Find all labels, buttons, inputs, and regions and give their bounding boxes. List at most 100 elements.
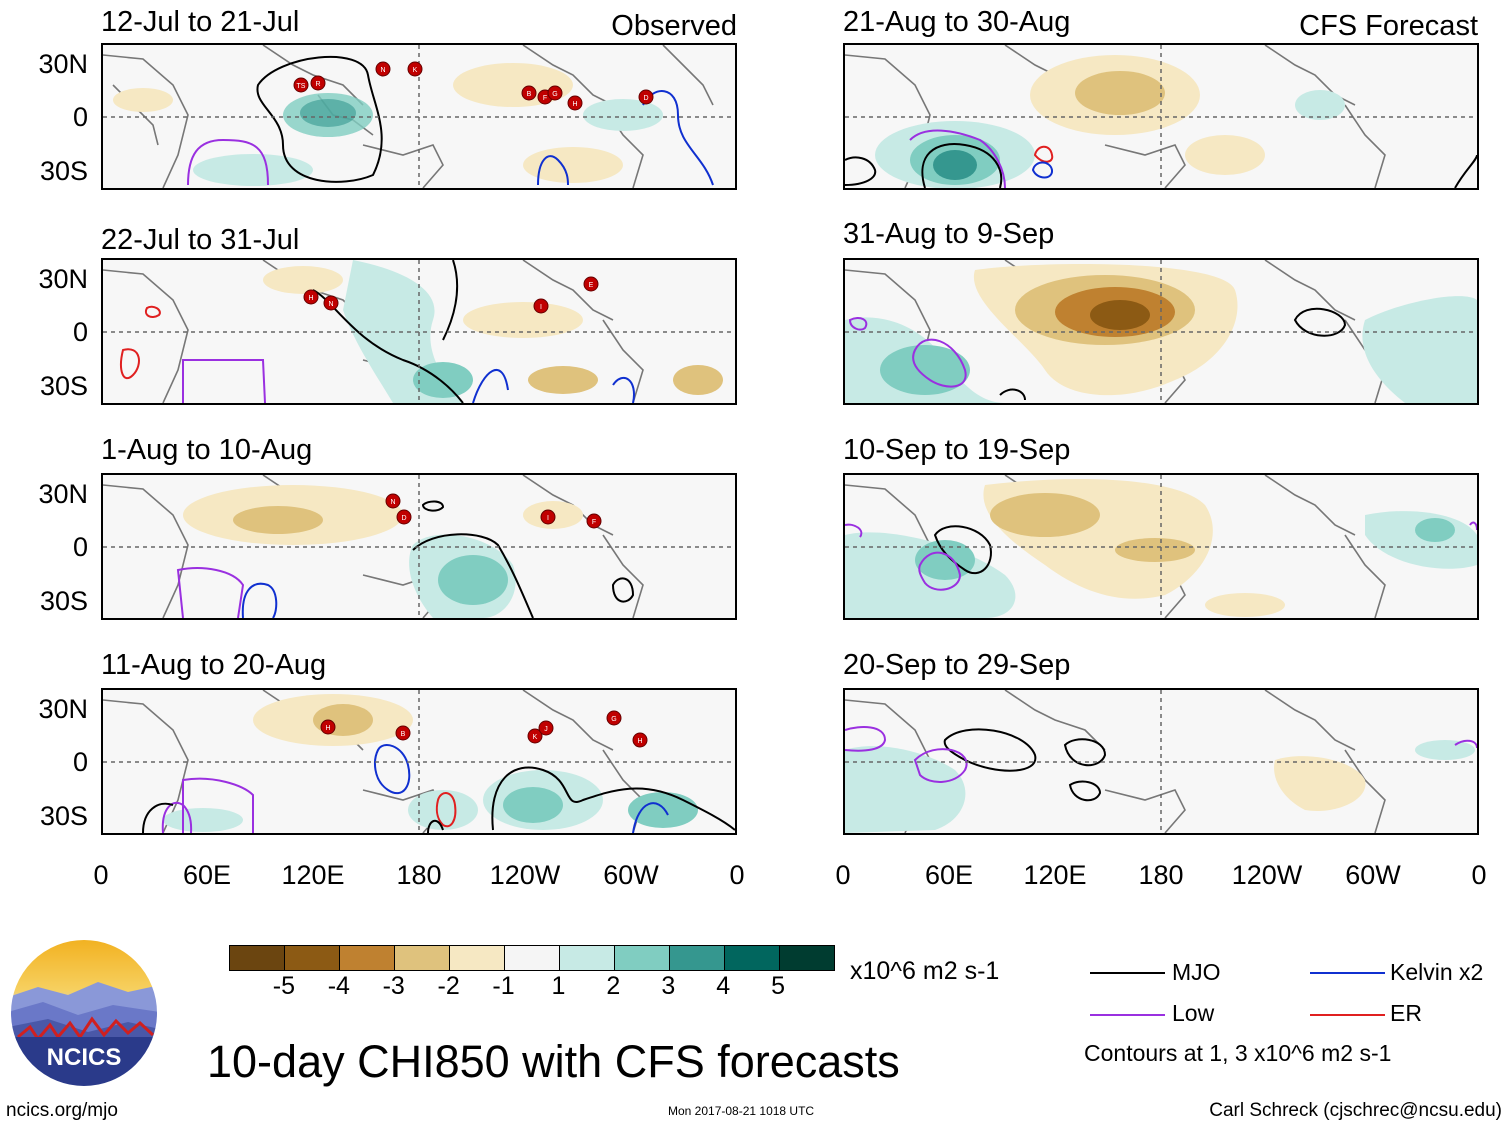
lon-label: 0 bbox=[93, 860, 109, 890]
lat-label: 30S bbox=[39, 156, 88, 186]
svg-text:N: N bbox=[380, 67, 385, 74]
map-panel-forecast-3 bbox=[843, 473, 1479, 620]
storm-marker: H bbox=[567, 95, 583, 111]
legend-label-low: Low bbox=[1172, 1000, 1215, 1026]
lat-label: 30N bbox=[38, 49, 88, 79]
storm-marker: H bbox=[303, 289, 319, 305]
storm-marker: G bbox=[606, 710, 622, 726]
lat-label: 30S bbox=[39, 371, 88, 401]
storm-marker: N bbox=[385, 493, 401, 509]
svg-text:E: E bbox=[589, 282, 594, 289]
svg-text:R: R bbox=[315, 81, 320, 88]
lat-label: 0 bbox=[72, 317, 88, 347]
storm-marker: R bbox=[310, 75, 326, 91]
panel-tag-cfs-forecast: CFS Forecast bbox=[1299, 10, 1478, 42]
svg-text:I: I bbox=[547, 515, 549, 522]
colorbar-swatch bbox=[670, 946, 725, 970]
lat-label: 0 bbox=[72, 747, 88, 777]
svg-text:TS: TS bbox=[297, 83, 306, 90]
colorbar-tick: -2 bbox=[437, 972, 460, 1000]
svg-text:F: F bbox=[592, 519, 596, 526]
svg-text:H: H bbox=[572, 101, 577, 108]
lat-label: 0 bbox=[72, 532, 88, 562]
ncics-logo[interactable]: NCICS bbox=[8, 937, 160, 1089]
svg-text:G: G bbox=[552, 91, 557, 98]
figure-title: 10-day CHI850 with CFS forecasts bbox=[207, 1036, 900, 1087]
svg-text:D: D bbox=[401, 515, 406, 522]
lon-label: 0 bbox=[1471, 860, 1487, 890]
legend-note: Contours at 1, 3 x10^6 m2 s-1 bbox=[1084, 1040, 1392, 1066]
panel-title-3: 1-Aug to 10-Aug bbox=[101, 434, 313, 466]
lon-label: 0 bbox=[835, 860, 851, 890]
storm-marker: G bbox=[547, 85, 563, 101]
svg-text:N: N bbox=[328, 301, 333, 308]
colorbar-swatch bbox=[505, 946, 560, 970]
lon-label: 60W bbox=[1345, 860, 1401, 890]
lon-label: 120W bbox=[489, 860, 561, 890]
lat-label: 30S bbox=[39, 801, 88, 831]
legend-line-low bbox=[1090, 1014, 1165, 1016]
panel-title-6: 31-Aug to 9-Sep bbox=[843, 218, 1055, 250]
svg-text:H: H bbox=[325, 725, 330, 732]
storm-marker: N bbox=[323, 295, 339, 311]
legend-line-er bbox=[1310, 1014, 1385, 1016]
legend-line-mjo bbox=[1090, 972, 1165, 974]
map-panel-observed-1: TS R N K B F G H D bbox=[101, 43, 737, 190]
colorbar-swatch bbox=[560, 946, 615, 970]
colorbar-tick: 2 bbox=[606, 972, 621, 1000]
colorbar-tick: 5 bbox=[771, 972, 786, 1000]
svg-text:J: J bbox=[544, 726, 548, 733]
svg-text:N: N bbox=[390, 499, 395, 506]
colorbar-units: x10^6 m2 s-1 bbox=[850, 957, 1000, 985]
colorbar-swatch bbox=[615, 946, 670, 970]
storm-marker: H bbox=[320, 719, 336, 735]
svg-text:K: K bbox=[413, 67, 418, 74]
panel-title-8: 20-Sep to 29-Sep bbox=[843, 649, 1071, 681]
colorbar-tick: 4 bbox=[716, 972, 731, 1000]
storm-marker: TS bbox=[293, 77, 309, 93]
legend-label-er: ER bbox=[1390, 1000, 1422, 1026]
storm-marker: K bbox=[407, 61, 423, 77]
lon-label: 120E bbox=[281, 860, 345, 890]
storm-marker: N bbox=[375, 61, 391, 77]
colorbar-swatch bbox=[725, 946, 780, 970]
lat-label: 30N bbox=[38, 264, 88, 294]
panel-title-5: 21-Aug to 30-Aug bbox=[843, 6, 1071, 38]
lon-label: 0 bbox=[729, 860, 745, 890]
lon-label: 180 bbox=[1138, 860, 1184, 890]
storm-marker: B bbox=[521, 85, 537, 101]
colorbar-tick: 3 bbox=[661, 972, 676, 1000]
panel-tag-observed: Observed bbox=[611, 10, 737, 42]
legend-label-mjo: MJO bbox=[1172, 959, 1221, 985]
storm-marker: H bbox=[632, 732, 648, 748]
map-panel-observed-3: N D I F bbox=[101, 473, 737, 620]
map-panel-forecast-4 bbox=[843, 688, 1479, 835]
panel-title-7: 10-Sep to 19-Sep bbox=[843, 434, 1071, 466]
colorbar-tick: -4 bbox=[327, 972, 350, 1000]
lon-label: 60W bbox=[603, 860, 659, 890]
colorbar-tick: -5 bbox=[272, 972, 296, 1000]
lon-label: 120W bbox=[1231, 860, 1303, 890]
panel-title-2: 22-Jul to 31-Jul bbox=[101, 224, 300, 256]
lon-label: 180 bbox=[396, 860, 442, 890]
colorbar-swatch bbox=[780, 946, 834, 970]
svg-text:H: H bbox=[637, 738, 642, 745]
lat-label: 30S bbox=[39, 586, 88, 616]
storm-marker: B bbox=[395, 725, 411, 741]
footer-timestamp: Mon 2017-08-21 1018 UTC bbox=[668, 1104, 815, 1118]
colorbar bbox=[229, 945, 835, 971]
map-panel-observed-2: H N I E bbox=[101, 258, 737, 405]
storm-marker: D bbox=[638, 89, 654, 105]
logo-text: NCICS bbox=[47, 1044, 122, 1071]
svg-text:H: H bbox=[308, 295, 313, 302]
svg-text:G: G bbox=[611, 716, 616, 723]
storm-marker: I bbox=[540, 509, 556, 525]
footer-url[interactable]: ncics.org/mjo bbox=[6, 1100, 118, 1121]
storm-marker: I bbox=[533, 298, 549, 314]
lon-label: 60E bbox=[924, 860, 974, 890]
svg-text:B: B bbox=[527, 91, 532, 98]
storm-marker: K bbox=[527, 728, 543, 744]
storm-marker: E bbox=[583, 276, 599, 292]
colorbar-tick: 1 bbox=[551, 972, 566, 1000]
